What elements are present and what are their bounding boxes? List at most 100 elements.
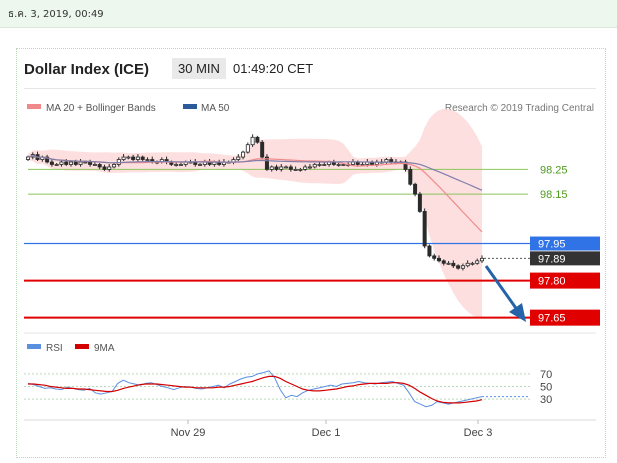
candle-body (298, 169, 303, 171)
candle-body (49, 161, 54, 165)
timestamp-bar: ธ.ค. 3, 2019, 00:49 (0, 0, 617, 28)
candle-body (250, 136, 255, 146)
candle-body (140, 156, 145, 160)
candle-body (475, 260, 480, 264)
support-label: 97.65 (538, 313, 566, 325)
resistance-label: 98.15 (540, 189, 568, 201)
candle-body (78, 161, 83, 165)
candle-body (413, 183, 418, 195)
rsi-line (27, 370, 483, 408)
timeframe-badge[interactable]: 30 MIN (172, 58, 226, 79)
candle-body (470, 262, 475, 265)
candle-body (25, 156, 30, 160)
chart-time: 01:49:20 CET (233, 61, 314, 76)
bollinger-band-fill (28, 108, 482, 318)
candle-body (121, 156, 126, 160)
candle-body (432, 255, 437, 259)
rsi-lines (27, 370, 530, 408)
candle-body (460, 265, 465, 269)
candle-body (236, 156, 241, 160)
candle-body (274, 166, 279, 170)
candle-body (336, 164, 341, 166)
candle-body (288, 166, 293, 170)
ma50-legend-label: MA 50 (201, 103, 230, 114)
candle-body (341, 164, 346, 166)
rsi-legend-swatch (27, 344, 41, 349)
candle-body (135, 156, 140, 160)
candle-body (284, 166, 289, 169)
ma9-legend-swatch (75, 344, 89, 349)
candle-body (322, 164, 327, 166)
candle-body (145, 159, 150, 161)
ma20-legend-label: MA 20 + Bollinger Bands (46, 103, 156, 114)
candle-body (54, 164, 59, 166)
rsi-tick-label: 70 (540, 369, 552, 381)
x-tick-label: Dec 1 (312, 427, 341, 439)
candle-body (408, 169, 413, 185)
rsi-ma-line (28, 375, 483, 404)
candle-body (417, 193, 422, 212)
candle-body (264, 156, 269, 170)
candle-body (69, 161, 74, 165)
candle-body (73, 161, 78, 165)
candle-body (59, 161, 64, 165)
support-tag (530, 309, 600, 326)
support-tag (530, 272, 600, 289)
candles (25, 134, 484, 271)
candle-body (83, 161, 88, 164)
candle-body (312, 164, 317, 168)
candle-body (293, 169, 298, 171)
candle-body (112, 164, 117, 168)
bollinger-band (28, 108, 482, 318)
price-legend: MA 20 + Bollinger Bands MA 50 Research ©… (27, 103, 594, 114)
candle-body (174, 164, 179, 166)
forecast-arrow-shaft (484, 265, 520, 312)
candle-body (456, 265, 461, 269)
ma50-line (27, 155, 483, 191)
x-tick-label: Dec 3 (464, 427, 493, 439)
candle-body (389, 159, 394, 163)
candle-body (45, 156, 50, 163)
candle-body (97, 164, 102, 168)
candle-body (245, 144, 250, 153)
x-axis-labels: Nov 29 Dec 1 Dec 3 (171, 420, 493, 439)
candle-body (307, 166, 312, 169)
ma50-legend-swatch (183, 104, 197, 109)
candle-body (241, 151, 246, 158)
candle-body (384, 159, 389, 163)
pivot-tag (530, 236, 600, 251)
research-credit: Research © 2019 Trading Central (445, 103, 594, 114)
candle-body (92, 164, 97, 166)
forecast-arrow (484, 265, 526, 322)
candle-body (126, 156, 131, 159)
rsi-legend-label: RSI (46, 343, 63, 354)
candle-body (479, 257, 484, 262)
candle-body (178, 164, 183, 166)
last-price-tag (530, 251, 600, 266)
candle-body (260, 141, 265, 158)
candle-body (451, 262, 456, 267)
candle-body (279, 166, 284, 170)
candle-body (427, 245, 432, 257)
forecast-arrow-head (509, 303, 526, 322)
level-tags: 98.25 98.15 97.95 97.89 97.80 97.65 (530, 164, 600, 326)
candle-body (64, 161, 69, 165)
candle-body (441, 260, 446, 264)
ma9-legend-label: 9MA (94, 343, 115, 354)
rsi-tick-label: 50 (540, 382, 552, 394)
resistance-label: 98.25 (540, 164, 568, 176)
candle-body (303, 166, 308, 170)
x-tick-label: Nov 29 (171, 427, 206, 439)
support-label: 97.80 (538, 276, 566, 288)
candle-body (88, 161, 93, 165)
rsi-legend: RSI 9MA (27, 343, 115, 354)
moving-averages (27, 155, 483, 233)
candle-body (436, 257, 441, 262)
timestamp: ธ.ค. 3, 2019, 00:49 (8, 9, 104, 20)
candle-body (102, 166, 107, 170)
instrument-title: Dollar Index (ICE) (24, 61, 150, 78)
candle-body (422, 211, 427, 247)
candle-body (131, 156, 136, 160)
candle-body (350, 161, 355, 165)
